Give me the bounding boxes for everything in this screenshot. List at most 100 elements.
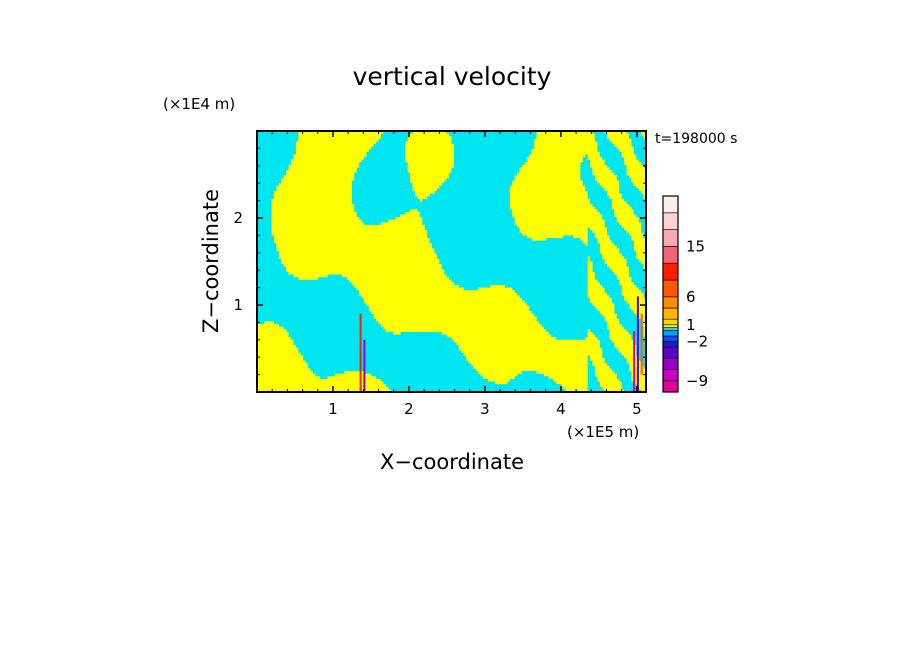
- field-cell: [345, 139, 348, 142]
- field-cell: [318, 147, 321, 150]
- field-cell: [284, 173, 287, 176]
- field-cell: [546, 168, 549, 171]
- field-cell: [408, 152, 411, 155]
- field-cell: [303, 186, 306, 189]
- field-cell: [400, 175, 403, 178]
- field-cell: [425, 157, 428, 160]
- field-cell: [471, 152, 474, 155]
- field-cell: [298, 160, 301, 163]
- field-cell: [571, 181, 574, 184]
- field-cell: [430, 144, 433, 147]
- field-cell: [281, 134, 284, 137]
- field-cell: [627, 186, 630, 189]
- field-cell: [323, 194, 326, 197]
- field-cell: [281, 149, 284, 152]
- field-cell: [310, 168, 313, 171]
- field-cell: [391, 175, 394, 178]
- field-cell: [262, 188, 265, 191]
- field-cell: [359, 191, 362, 194]
- field-cell: [464, 160, 467, 163]
- field-cell: [510, 141, 513, 144]
- field-cell: [381, 173, 384, 176]
- field-cell: [403, 173, 406, 176]
- field-cell: [568, 175, 571, 178]
- field-cell: [422, 144, 425, 147]
- field-cell: [575, 186, 578, 189]
- field-cell: [527, 173, 530, 176]
- field-cell: [330, 141, 333, 144]
- field-cell: [264, 173, 267, 176]
- field-cell: [590, 173, 593, 176]
- field-cell: [335, 178, 338, 181]
- field-cell: [588, 170, 591, 173]
- field-cell: [471, 188, 474, 191]
- field-cell: [347, 173, 350, 176]
- field-cell: [335, 157, 338, 160]
- field-cell: [444, 186, 447, 189]
- field-cell: [396, 168, 399, 171]
- field-cell: [466, 134, 469, 137]
- field-cell: [313, 162, 316, 165]
- field-cell: [323, 191, 326, 194]
- field-cell: [464, 141, 467, 144]
- field-cell: [434, 136, 437, 139]
- field-cell: [583, 139, 586, 142]
- field-cell: [296, 149, 299, 152]
- field-cell: [388, 154, 391, 157]
- field-cell: [527, 183, 530, 186]
- field-cell: [354, 147, 357, 150]
- field-cell: [512, 149, 515, 152]
- field-cell: [437, 183, 440, 186]
- field-cell: [578, 134, 581, 137]
- field-cell: [573, 139, 576, 142]
- field-cell: [493, 194, 496, 197]
- field-cell: [558, 194, 561, 197]
- field-cell: [466, 157, 469, 160]
- field-cell: [345, 162, 348, 165]
- field-cell: [425, 178, 428, 181]
- field-cell: [398, 154, 401, 157]
- field-cell: [575, 134, 578, 137]
- field-cell: [544, 141, 547, 144]
- field-cell: [529, 178, 532, 181]
- field-cell: [597, 136, 600, 139]
- field-cell: [631, 175, 634, 178]
- field-cell: [386, 154, 389, 157]
- field-cell: [500, 160, 503, 163]
- field-cell: [335, 165, 338, 168]
- field-cell: [335, 191, 338, 194]
- field-cell: [393, 175, 396, 178]
- field-cell: [593, 188, 596, 191]
- field-cell: [318, 170, 321, 173]
- field-cell: [262, 134, 265, 137]
- field-cell: [512, 160, 515, 163]
- field-cell: [585, 134, 588, 137]
- field-cell: [320, 188, 323, 191]
- field-cell: [281, 178, 284, 181]
- field-cell: [398, 147, 401, 150]
- field-cell: [437, 157, 440, 160]
- field-cell: [558, 144, 561, 147]
- field-cell: [398, 157, 401, 160]
- field-cell: [595, 144, 598, 147]
- field-cell: [439, 149, 442, 152]
- field-cell: [308, 178, 311, 181]
- field-cell: [622, 188, 625, 191]
- field-cell: [641, 175, 644, 178]
- field-cell: [313, 165, 316, 168]
- field-cell: [498, 162, 501, 165]
- field-cell: [639, 173, 642, 176]
- field-cell: [417, 136, 420, 139]
- field-cell: [558, 181, 561, 184]
- field-cell: [432, 186, 435, 189]
- field-cell: [605, 154, 608, 157]
- field-cell: [512, 188, 515, 191]
- field-cell: [524, 154, 527, 157]
- field-cell: [544, 183, 547, 186]
- field-cell: [289, 178, 292, 181]
- field-cell: [617, 173, 620, 176]
- field-cell: [571, 162, 574, 165]
- field-cell: [444, 181, 447, 184]
- field-cell: [622, 173, 625, 176]
- field-cell: [269, 168, 272, 171]
